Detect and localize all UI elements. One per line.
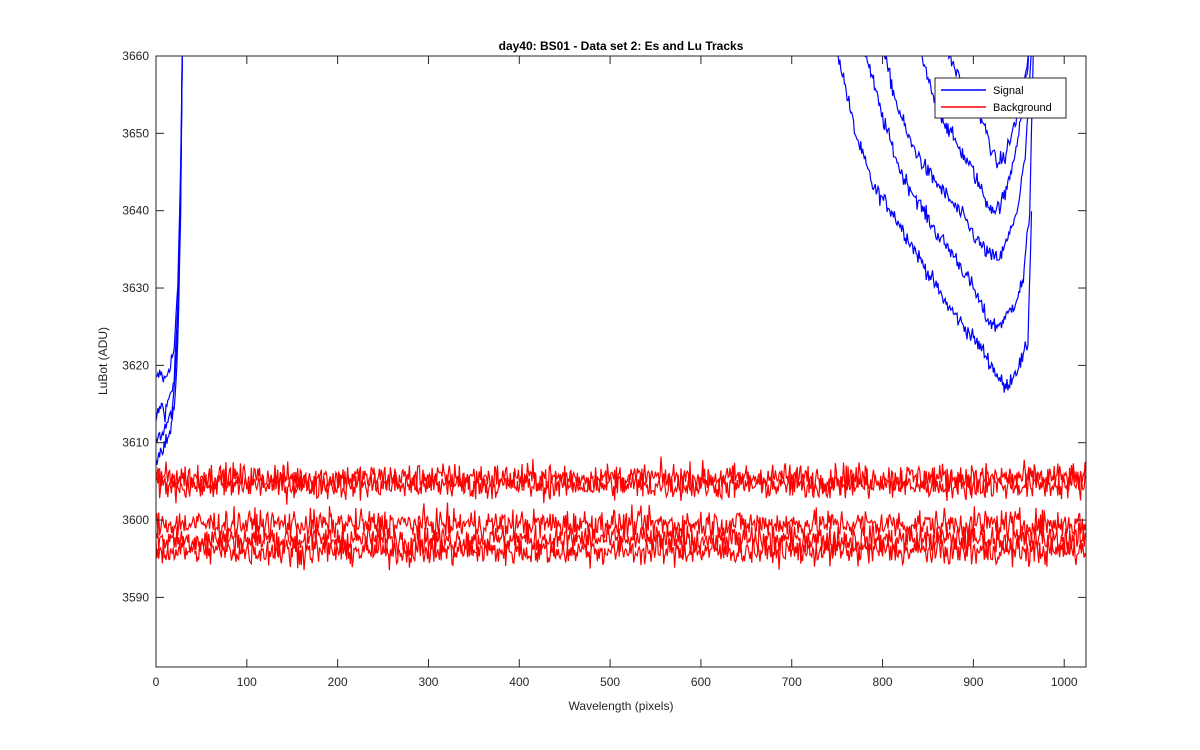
y-tick-label: 3660: [122, 49, 149, 63]
y-tick-label: 3650: [122, 126, 149, 140]
y-axis-label: LuBot (ADU): [96, 327, 110, 395]
y-tick-label: 3600: [122, 513, 149, 527]
x-axis-label: Wavelength (pixels): [569, 699, 674, 713]
x-axis: 0 100 200 300 400 500 600 700 800 900 1000: [153, 56, 1078, 689]
y-tick-label: 3590: [122, 590, 149, 604]
signal-line-6: [883, 56, 1032, 261]
signal-line-3: [156, 56, 183, 466]
x-tick-label: 100: [237, 675, 257, 689]
x-tick-label: 500: [600, 675, 620, 689]
x-tick-label: 1000: [1051, 675, 1078, 689]
y-axis: 3590 3600 3610 3620 3630 3640 3650 3660: [122, 49, 1086, 604]
chart-title: day40: BS01 - Data set 2: Es and Lu Trac…: [499, 39, 744, 53]
signal-line-5: [864, 56, 1034, 332]
x-tick-label: 0: [153, 675, 160, 689]
x-tick-label: 200: [328, 675, 348, 689]
x-tick-label: 900: [963, 675, 983, 689]
y-tick-label: 3630: [122, 281, 149, 295]
axes-background: [156, 56, 1086, 667]
x-tick-label: 700: [782, 675, 802, 689]
y-tick-label: 3620: [122, 358, 149, 372]
y-tick-label: 3640: [122, 204, 149, 218]
legend: Signal Background: [934, 77, 1067, 119]
y-tick-label: 3610: [122, 436, 149, 450]
x-tick-label: 800: [873, 675, 893, 689]
plot-area: 0 100 200 300 400 500 600 700 800 900 1000 3590 360…: [122, 49, 1087, 689]
background-line-2: [156, 502, 1086, 546]
background-line-4: [156, 531, 1086, 571]
x-tick-label: 600: [691, 675, 711, 689]
background-line-1: [156, 464, 1086, 505]
x-tick-label: 400: [509, 675, 529, 689]
legend-box: [934, 77, 1067, 119]
x-tick-label: 300: [418, 675, 438, 689]
axes-box: [155, 55, 1087, 668]
legend-background-label: Background: [993, 102, 1052, 114]
legend-signal-label: Signal: [993, 85, 1024, 97]
signal-line-4: [837, 56, 1033, 393]
